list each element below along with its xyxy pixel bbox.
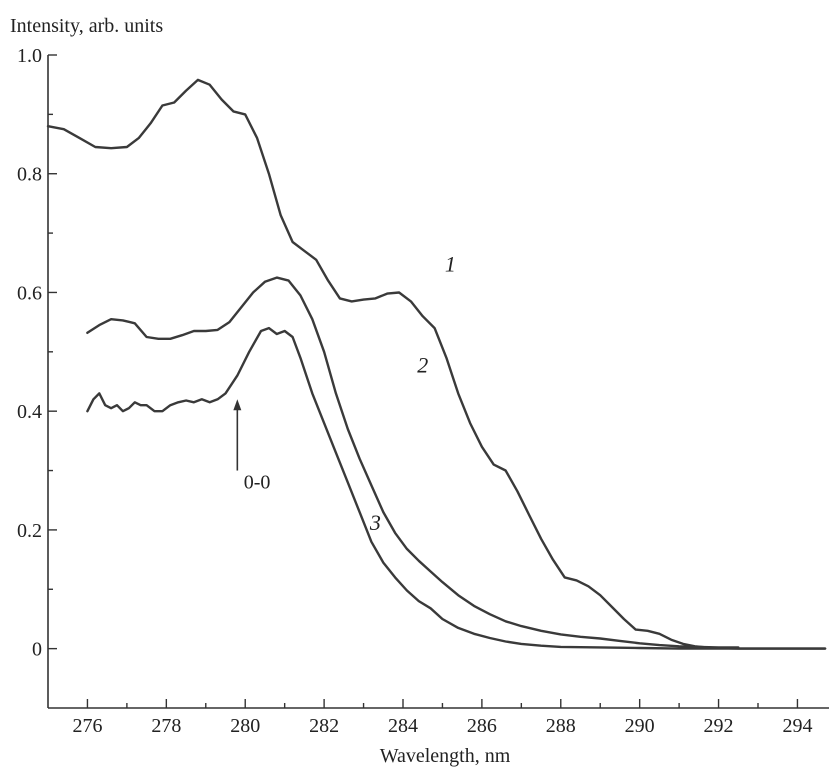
- x-tick-label: 278: [151, 715, 181, 737]
- tick-marks: [48, 54, 799, 708]
- x-tick-label: 290: [625, 715, 655, 737]
- annotations: 0-0: [233, 399, 270, 493]
- y-tick-label: 1.0: [17, 45, 42, 67]
- x-tick-label: 292: [704, 715, 734, 737]
- y-tick-label: 0.4: [17, 401, 42, 423]
- x-tick-label: 288: [546, 715, 576, 737]
- curve-labels: 1 2 3: [369, 252, 456, 535]
- series-line-3: [86, 326, 827, 650]
- y-tick-label: 0.6: [17, 282, 42, 304]
- x-tick-label: 284: [388, 715, 418, 737]
- x-tick-label: 286: [467, 715, 497, 737]
- curve-label: 1: [445, 252, 456, 277]
- curve-label: 2: [417, 353, 428, 378]
- x-tick-label: 276: [72, 715, 102, 737]
- y-tick-label: 0.2: [17, 520, 42, 542]
- x-axis-label: Wavelength, nm: [380, 745, 511, 767]
- series-line-1: [46, 78, 827, 650]
- curve-label: 3: [369, 510, 381, 535]
- axes: [47, 55, 829, 709]
- annotation-text: 0-0: [244, 471, 271, 493]
- annotation-arrow-head: [233, 399, 242, 411]
- y-axis-label: Intensity, arb. units: [10, 15, 163, 37]
- y-tick-label: 0.8: [17, 164, 42, 186]
- series-lines: [46, 78, 827, 650]
- x-tick-label: 280: [230, 715, 260, 737]
- y-tick-label: 0: [32, 639, 42, 661]
- series-line-2: [86, 276, 740, 649]
- x-tick-label: 282: [309, 715, 339, 737]
- x-tick-label: 294: [782, 715, 812, 737]
- tick-labels: 0 0.2 0.4 0.6 0.8 1.0 276 278 280 282 284 286 288 290…: [17, 45, 812, 737]
